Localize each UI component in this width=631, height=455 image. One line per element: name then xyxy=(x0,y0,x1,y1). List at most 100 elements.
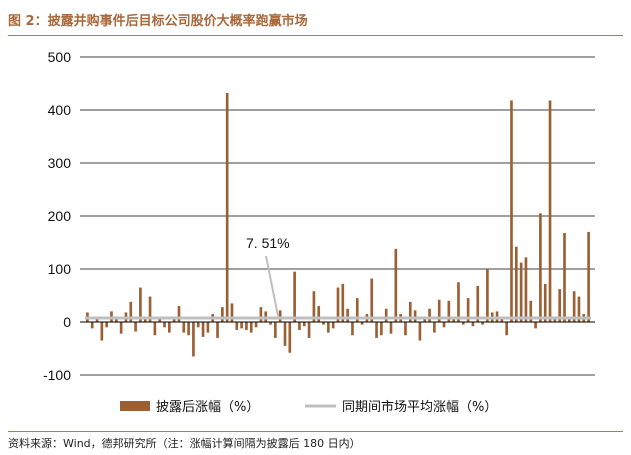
bar xyxy=(466,298,470,322)
bar xyxy=(139,287,142,322)
bar xyxy=(90,322,94,329)
bar xyxy=(158,319,162,322)
bar xyxy=(115,319,118,322)
bar xyxy=(380,322,383,336)
bar xyxy=(355,298,359,322)
y-axis-tick-labels: -100 0 100 200 300 400 500 xyxy=(43,49,71,383)
bar xyxy=(442,322,446,328)
bar xyxy=(240,322,243,329)
y-tick-label: 500 xyxy=(48,49,72,65)
figure-title: 图 2：披露并购事件后目标公司股价大概率跑赢市场 xyxy=(8,14,308,29)
bar xyxy=(119,322,123,334)
bar xyxy=(370,278,374,322)
y-tick-label: 400 xyxy=(48,102,72,118)
bar xyxy=(134,322,137,332)
bar xyxy=(177,306,181,322)
bar xyxy=(336,287,340,322)
bar xyxy=(302,322,306,327)
bar xyxy=(168,322,171,333)
bar xyxy=(259,307,263,322)
bar xyxy=(105,322,109,328)
bar xyxy=(225,93,229,322)
bar xyxy=(461,322,465,325)
bar xyxy=(563,232,566,322)
bar xyxy=(394,248,398,322)
bar xyxy=(548,100,552,323)
bar xyxy=(182,322,186,333)
bar xyxy=(341,283,345,322)
bar xyxy=(153,322,157,336)
bar xyxy=(322,322,325,325)
bar xyxy=(500,319,504,322)
bar xyxy=(293,271,296,322)
bar xyxy=(254,322,258,328)
legend: 披露后涨幅（%） 同期间市场平均涨幅（%） xyxy=(120,399,497,415)
bar xyxy=(433,322,436,333)
bar xyxy=(408,301,412,322)
bar xyxy=(206,322,210,333)
bar xyxy=(235,322,239,330)
bar xyxy=(418,322,422,341)
bar xyxy=(587,231,590,322)
bar xyxy=(572,291,576,322)
bar xyxy=(481,322,484,325)
bar xyxy=(192,322,195,357)
bar xyxy=(351,322,354,336)
source-note: 资料来源：Wind，德邦研究所（注：涨幅计算间隔为披露后 180 日内） xyxy=(8,437,361,450)
bar xyxy=(543,283,547,322)
bar xyxy=(577,296,581,322)
bar xyxy=(148,296,152,322)
legend-bar-swatch xyxy=(120,401,150,411)
bar xyxy=(269,322,272,325)
bar xyxy=(288,322,292,353)
bar xyxy=(457,282,460,322)
y-tick-label: 200 xyxy=(48,208,72,224)
legend-bar-label: 披露后涨幅（%） xyxy=(156,400,259,415)
y-tick-label: 0 xyxy=(63,314,71,330)
bar xyxy=(216,322,219,338)
bar xyxy=(163,322,166,328)
bar-series xyxy=(86,93,590,357)
bar xyxy=(539,213,542,322)
bar xyxy=(100,322,104,341)
bar xyxy=(519,262,523,322)
y-tick-label: 300 xyxy=(48,155,72,171)
footer-divider xyxy=(8,431,623,432)
bar xyxy=(524,257,528,322)
bar xyxy=(346,308,349,322)
bar xyxy=(278,310,282,322)
bar xyxy=(375,322,378,338)
bar xyxy=(476,285,480,322)
bar xyxy=(384,308,388,322)
bar xyxy=(298,322,301,330)
bar xyxy=(307,322,311,338)
bar xyxy=(553,319,557,322)
bar xyxy=(505,322,508,336)
bar xyxy=(312,291,316,322)
bar xyxy=(486,269,489,322)
bar xyxy=(245,322,248,330)
bar xyxy=(360,322,364,325)
bar xyxy=(230,303,234,322)
bar xyxy=(437,299,441,322)
bar xyxy=(413,310,417,322)
bar xyxy=(534,322,537,329)
bar xyxy=(283,322,287,346)
bar xyxy=(221,307,224,322)
bar xyxy=(558,289,561,322)
bar xyxy=(201,322,205,337)
bar xyxy=(187,322,190,336)
bar xyxy=(389,322,393,334)
gridlines xyxy=(80,56,595,376)
bar xyxy=(428,308,431,322)
bar xyxy=(423,317,427,322)
bar xyxy=(452,319,455,322)
bar xyxy=(95,318,99,322)
bar xyxy=(447,300,451,322)
bar xyxy=(172,319,176,322)
bar xyxy=(510,100,513,323)
title-divider xyxy=(8,35,623,36)
bar xyxy=(317,306,321,322)
bar xyxy=(529,300,533,322)
